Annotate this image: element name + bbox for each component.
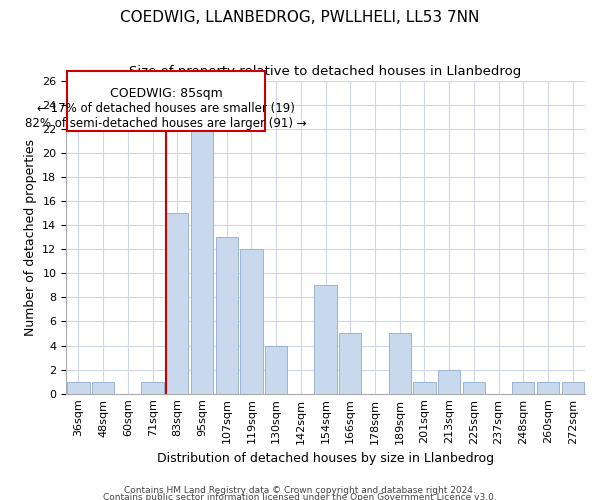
Bar <box>142 382 164 394</box>
Y-axis label: Number of detached properties: Number of detached properties <box>23 138 37 336</box>
Bar <box>339 334 361 394</box>
Bar <box>191 128 213 394</box>
Bar <box>413 382 436 394</box>
Bar <box>562 382 584 394</box>
Bar <box>215 237 238 394</box>
Text: COEDWIG, LLANBEDROG, PWLLHELI, LL53 7NN: COEDWIG, LLANBEDROG, PWLLHELI, LL53 7NN <box>121 10 479 25</box>
Text: Contains public sector information licensed under the Open Government Licence v3: Contains public sector information licen… <box>103 494 497 500</box>
Bar <box>438 370 460 394</box>
Bar <box>389 334 411 394</box>
Text: ← 17% of detached houses are smaller (19): ← 17% of detached houses are smaller (19… <box>37 102 295 115</box>
X-axis label: Distribution of detached houses by size in Llanbedrog: Distribution of detached houses by size … <box>157 452 494 465</box>
Text: Contains HM Land Registry data © Crown copyright and database right 2024.: Contains HM Land Registry data © Crown c… <box>124 486 476 495</box>
Bar <box>537 382 559 394</box>
Text: COEDWIG: 85sqm: COEDWIG: 85sqm <box>110 86 223 100</box>
Bar <box>92 382 115 394</box>
Bar <box>512 382 535 394</box>
Bar <box>67 382 89 394</box>
Bar <box>241 249 263 394</box>
Bar <box>265 346 287 394</box>
FancyBboxPatch shape <box>67 71 265 131</box>
Bar <box>166 213 188 394</box>
Bar <box>463 382 485 394</box>
Bar <box>314 286 337 394</box>
Title: Size of property relative to detached houses in Llanbedrog: Size of property relative to detached ho… <box>130 65 521 78</box>
Text: 82% of semi-detached houses are larger (91) →: 82% of semi-detached houses are larger (… <box>25 116 307 130</box>
